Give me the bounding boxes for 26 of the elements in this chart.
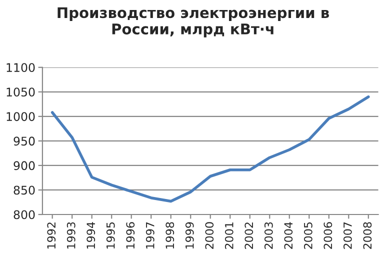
y-tick-label: 850 [14, 186, 35, 195]
y-tick-label: 900 [14, 161, 35, 170]
x-tick-label: 1995 [106, 222, 115, 248]
chart-title: Производство электроэнергии в России, млрд кВт·ч [58, 7, 329, 38]
x-tick-label: 2002 [244, 222, 254, 249]
x-tick-label: 1994 [86, 222, 96, 248]
x-tick-label: 1993 [66, 222, 76, 248]
x-tick-label: 1996 [126, 222, 135, 248]
x-tick-label: 2001 [224, 222, 234, 249]
x-tick-label: 2007 [343, 222, 352, 249]
x-tick-label: 2003 [264, 222, 273, 249]
line-series [50, 95, 370, 203]
x-tick-label: 1998 [166, 222, 174, 248]
x-tick-label: 1992 [47, 222, 56, 248]
x-tick-label: 2008 [363, 222, 372, 249]
y-tick-label: 1100 [6, 63, 35, 72]
x-tick-label: 1999 [185, 222, 194, 248]
x-tick-label: 2005 [304, 222, 312, 249]
y-tick-label: 950 [14, 136, 35, 146]
x-tick-label: 2006 [324, 222, 332, 249]
x-tick-label: 1997 [146, 222, 154, 248]
y-tick-label: 1000 [6, 112, 35, 122]
x-tick-label: 2004 [284, 222, 293, 249]
y-tick-label: 800 [14, 210, 35, 220]
x-tick-label: 2000 [205, 222, 214, 249]
y-tick-label: 1050 [6, 88, 35, 97]
